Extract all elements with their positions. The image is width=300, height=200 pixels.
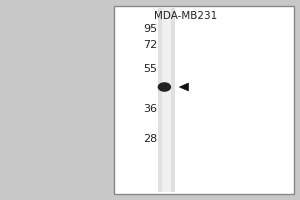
Text: 72: 72 [143,40,158,50]
Bar [158,8,175,192]
Bar [114,6,294,194]
Text: 95: 95 [143,24,158,34]
Bar [162,8,171,192]
Polygon shape [179,83,188,91]
Text: MDA-MB231: MDA-MB231 [154,11,218,21]
Text: 55: 55 [143,64,158,74]
Text: 36: 36 [143,104,158,114]
Text: 28: 28 [143,134,158,144]
Ellipse shape [158,82,171,92]
